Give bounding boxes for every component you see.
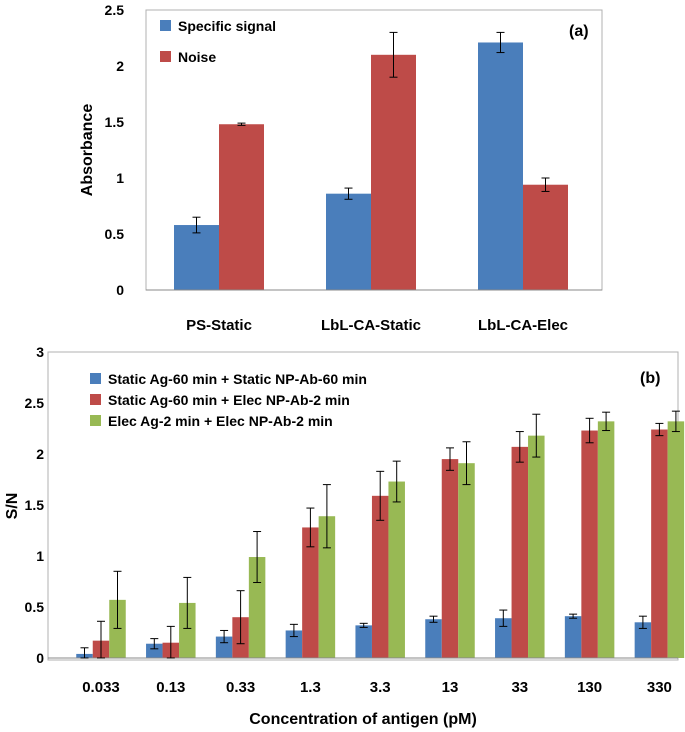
x-category-label: 3.3 — [370, 679, 391, 696]
x-category-label: 13 — [442, 679, 459, 696]
y-tick-label: 2 — [116, 58, 124, 74]
bar-b-s0-c8 — [634, 622, 652, 658]
panel-a-legend: Specific signal Noise — [160, 18, 276, 65]
x-category-label: 330 — [647, 679, 672, 696]
y-tick-label: 0 — [116, 282, 124, 298]
x-category-label: PS-Static — [186, 317, 252, 334]
bar-a-s0-c1 — [326, 193, 371, 290]
x-category-label: 0.33 — [226, 679, 255, 696]
panel-b-label: (b) — [640, 370, 660, 387]
bar-a-s1-c1 — [371, 54, 416, 290]
bar-b-s2-c8 — [667, 421, 685, 658]
y-tick-label: 0 — [36, 650, 44, 666]
bar-b-s2-c7 — [597, 421, 615, 658]
y-tick-label: 3 — [36, 344, 44, 360]
y-tick-label: 1.5 — [105, 114, 125, 130]
bar-b-s0-c1 — [146, 643, 163, 658]
panel-b-plot-area — [47, 351, 679, 661]
bar-b-s0-c6 — [495, 618, 512, 658]
x-category-label: 33 — [511, 679, 528, 696]
y-tick-label: 1 — [36, 548, 44, 564]
legend-swatch-static-static — [90, 373, 101, 384]
bar-b-s0-c7 — [564, 616, 582, 658]
y-tick-label: 0.5 — [105, 226, 125, 242]
bar-b-s0-c2 — [215, 636, 233, 658]
bar-b-s1-c8 — [651, 429, 668, 658]
y-tick-label: 2 — [36, 446, 44, 462]
x-category-label: 1.3 — [300, 679, 321, 696]
y-tick-label: 1 — [116, 170, 124, 186]
legend-label-static-elec: Static Ag-60 min + Elec NP-Ab-2 min — [108, 392, 350, 408]
y-tick-label: 2.5 — [105, 2, 125, 18]
bar-b-s1-c7 — [581, 430, 598, 658]
bar-a-s1-c0 — [219, 124, 264, 291]
bar-b-s2-c2 — [248, 557, 266, 658]
bar-a-s0-c0 — [174, 225, 219, 290]
panel-b-chart: (b) S/N Concentration of antigen (pM) 0 0… — [4, 344, 685, 728]
bar-b-s2-c3 — [318, 516, 336, 658]
bar-b-s1-c5 — [441, 459, 459, 658]
x-category-label: LbL-CA-Elec — [478, 317, 568, 334]
x-category-label: 0.033 — [82, 679, 120, 696]
bar-b-s2-c1 — [179, 602, 196, 658]
panel-a-label: (a) — [569, 23, 589, 40]
bar-b-s0-c4 — [355, 625, 372, 658]
bar-b-s2-c4 — [388, 481, 405, 658]
x-category-label: LbL-CA-Static — [321, 317, 421, 334]
legend-swatch-specific-signal — [160, 20, 171, 31]
bar-a-s0-c2 — [478, 42, 523, 291]
x-category-label: 0.13 — [156, 679, 185, 696]
bar-a-s1-c2 — [523, 184, 568, 290]
legend-label-noise: Noise — [178, 49, 216, 65]
bar-b-s1-c4 — [371, 495, 389, 658]
y-tick-label: 2.5 — [25, 395, 45, 411]
legend-swatch-static-elec — [90, 394, 101, 405]
y-tick-label: 1.5 — [25, 497, 45, 513]
bar-b-s0-c5 — [425, 619, 442, 658]
x-category-label: 130 — [577, 679, 602, 696]
bar-b-s2-c0 — [109, 599, 126, 658]
legend-label-elec-elec: Elec Ag-2 min + Elec NP-Ab-2 min — [108, 413, 333, 429]
panel-a-chart: (a) Absorbance 0 0.5 1 1.5 2 2.5 PS-Static LbL… — [79, 2, 603, 334]
y-tick-label: 0.5 — [25, 599, 45, 615]
legend-swatch-noise — [160, 51, 171, 62]
legend-label-specific-signal: Specific signal — [178, 18, 276, 34]
panel-b-xlabel: Concentration of antigen (pM) — [249, 711, 477, 728]
legend-swatch-elec-elec — [90, 415, 101, 426]
panel-b-legend: Static Ag-60 min + Static NP-Ab-60 min S… — [90, 371, 367, 429]
panel-a-ylabel: Absorbance — [79, 104, 96, 197]
legend-label-static-static: Static Ag-60 min + Static NP-Ab-60 min — [108, 371, 367, 387]
bar-b-s1-c6 — [511, 446, 529, 658]
bar-b-s2-c5 — [458, 463, 475, 658]
panel-b-ylabel: S/N — [4, 493, 21, 520]
bar-b-s0-c3 — [285, 630, 303, 658]
bar-b-s2-c6 — [528, 435, 545, 658]
bar-b-s1-c3 — [302, 527, 319, 658]
